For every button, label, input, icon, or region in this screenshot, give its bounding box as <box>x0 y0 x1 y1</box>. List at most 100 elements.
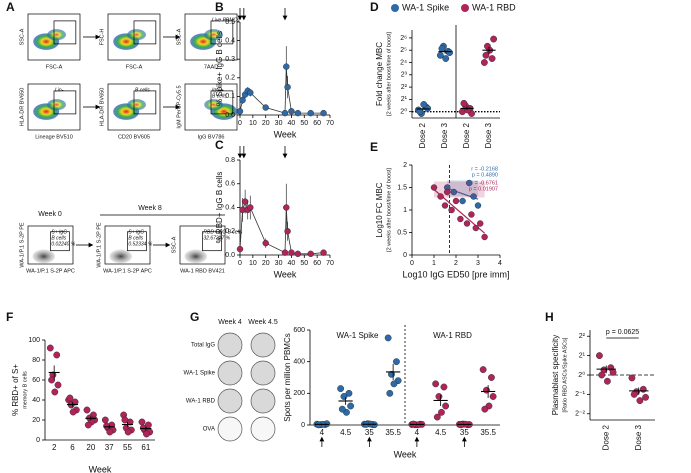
y-axis-label: Spots per million PBMCs <box>283 333 292 421</box>
data-point <box>262 239 269 247</box>
data-point <box>432 380 440 388</box>
x-axis-label: Lineage BV510 <box>35 134 73 140</box>
group-label: WA-1 Spike <box>337 331 379 340</box>
gate-label: Lin- <box>55 87 64 93</box>
panel-letter: A <box>6 0 15 14</box>
well-image <box>250 332 276 358</box>
x-tick-label: Dose 2 <box>418 122 427 148</box>
correlation-label: r = -0.2168 <box>471 166 498 172</box>
x-tick-label: 4 <box>320 428 325 437</box>
data-point <box>390 380 398 388</box>
x-axis-label: WA-1/P.1 S-2P APC <box>103 268 152 274</box>
x-tick-label: 35 <box>365 428 374 437</box>
data-point <box>596 352 603 360</box>
data-point <box>442 55 450 62</box>
gate-label: B cells <box>51 235 66 241</box>
data-point <box>384 334 392 342</box>
gate-label: S+ IgG <box>128 229 144 235</box>
y-tick-label: 0.5 <box>225 19 235 26</box>
x-axis-label: CD20 BV605 <box>118 134 150 140</box>
panel-letter: B <box>215 0 224 14</box>
data-point <box>288 249 295 256</box>
y-tick-label: 0.3 <box>225 56 235 63</box>
data-point <box>101 416 109 424</box>
x-tick-label: 2 <box>454 260 458 267</box>
x-tick-label: 30 <box>275 120 283 127</box>
y-tick-label: 2⁻¹ <box>575 391 586 398</box>
data-point <box>630 390 638 398</box>
gate <box>133 20 157 45</box>
data-point <box>444 188 451 196</box>
data-point <box>236 108 244 115</box>
y-tick-label: 0.1 <box>225 93 235 100</box>
y-tick-label: 2⁶ <box>400 35 407 42</box>
data-point <box>452 197 460 205</box>
x-axis-label: FSC-A <box>126 64 143 70</box>
data-point <box>53 351 61 359</box>
data-point <box>437 193 444 200</box>
data-point <box>288 108 295 115</box>
data-point <box>457 215 464 223</box>
y-axis-label: % RBD+ of S+ <box>11 364 20 416</box>
data-point <box>464 106 472 114</box>
y-axis-label: WA-1/P.1 S-2P PE <box>96 222 102 267</box>
x-tick-label: 35 <box>460 428 469 437</box>
data-point <box>466 179 473 187</box>
data-point <box>438 408 445 416</box>
data-point <box>433 413 441 421</box>
y-tick-label: 0.8 <box>225 157 235 164</box>
y-axis-label: SSC-A <box>176 28 182 45</box>
x-tick-label: 37 <box>105 443 114 452</box>
y-tick-label: 40 <box>32 397 40 404</box>
data-point <box>143 430 150 438</box>
y-axis-label: SSC-A <box>171 236 177 253</box>
y-tick-label: 2² <box>401 84 408 91</box>
x-axis-label: WA-1 RBD BV421 <box>180 268 225 274</box>
x-tick-label: Dose 3 <box>440 122 449 148</box>
y-axis-label: HLA-DR BV650 <box>19 88 25 127</box>
gate-label: IgG+ <box>212 87 223 93</box>
data-point <box>420 101 428 108</box>
x-axis-label: Week <box>394 449 417 459</box>
y-tick-label: 1 <box>403 207 407 214</box>
data-point <box>442 402 450 410</box>
data-point <box>247 204 254 211</box>
data-point <box>488 55 496 62</box>
x-tick-label: 1 <box>432 260 436 267</box>
well-image <box>250 416 276 442</box>
x-tick-label: 20 <box>86 443 95 452</box>
data-point <box>393 358 400 366</box>
x-tick-label: 61 <box>141 443 150 452</box>
data-point <box>262 104 269 111</box>
panel-letter: G <box>190 310 199 324</box>
data-point <box>472 224 479 232</box>
data-point <box>488 374 495 381</box>
well-image <box>250 360 276 386</box>
gate <box>210 90 234 115</box>
y-tick-label: 0.2 <box>225 75 235 82</box>
x-tick-label: Dose 3 <box>484 122 493 148</box>
gate-label: S+ IgG <box>51 229 67 235</box>
x-tick-label: 70 <box>326 260 334 267</box>
cell-density <box>109 249 132 264</box>
gate-label: 0.52334 % <box>128 241 152 247</box>
data-point <box>138 418 146 426</box>
y-tick-label: 400 <box>293 359 305 366</box>
gate-label: RBD+ IgG B cells <box>203 229 243 235</box>
p-value-label: p = 0.0625 <box>606 329 639 336</box>
y-axis-label: % RBD+ IgG B cells <box>215 172 224 244</box>
cell-density <box>47 29 66 41</box>
panel-letter: F <box>6 310 13 324</box>
y-axis-sublabel: memory B cells <box>22 371 28 409</box>
data-point <box>430 184 438 191</box>
data-point <box>294 109 302 117</box>
y-tick-label: 2² <box>579 333 586 340</box>
x-tick-label: 0 <box>238 120 242 127</box>
x-axis-label: Week <box>274 129 297 139</box>
data-point <box>106 428 114 436</box>
gate <box>210 20 234 45</box>
y-tick-label: 0 <box>36 437 40 444</box>
y-tick-label: 100 <box>28 337 40 344</box>
well-image <box>250 388 276 414</box>
